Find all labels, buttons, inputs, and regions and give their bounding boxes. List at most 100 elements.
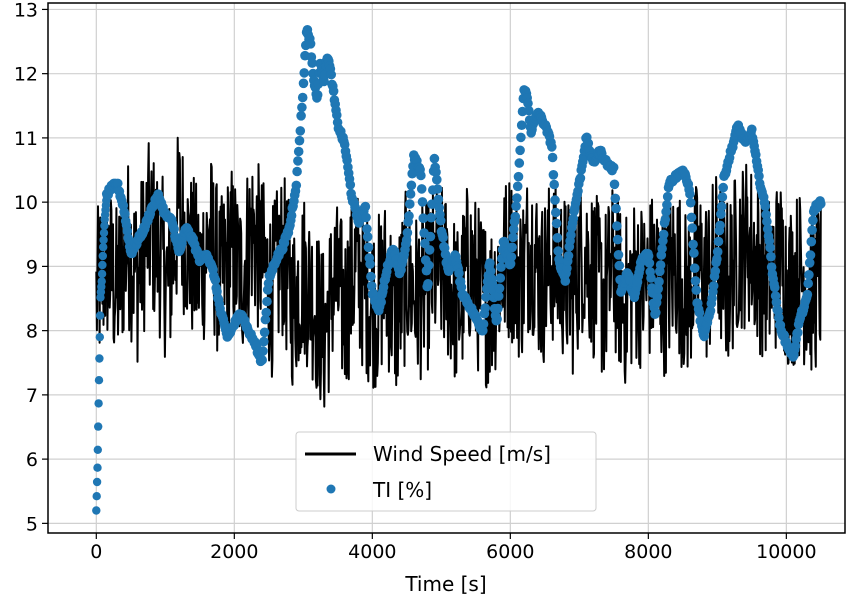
ti-point <box>512 193 522 203</box>
ti-point <box>93 463 102 472</box>
ti-point <box>762 224 773 234</box>
ti-point <box>608 162 619 173</box>
ti-point <box>92 492 101 501</box>
ti-point <box>804 270 814 280</box>
ti-point <box>433 194 444 205</box>
ti-point <box>507 242 517 253</box>
ti-point <box>515 145 525 156</box>
x-tick-label: 0 <box>90 541 102 563</box>
ti-point <box>805 250 816 260</box>
ti-point <box>807 225 817 235</box>
ti-point <box>662 191 673 202</box>
ti-point <box>362 224 372 234</box>
y-tick-label: 7 <box>26 385 38 407</box>
ti-point <box>613 250 624 260</box>
ti-point <box>716 209 726 219</box>
ti-point <box>99 228 109 237</box>
ti-point <box>94 422 103 431</box>
ti-point <box>612 221 622 231</box>
ti-point <box>512 181 523 192</box>
ti-point <box>456 282 467 293</box>
ti-point <box>406 180 417 191</box>
ti-point <box>485 266 496 277</box>
ti-point <box>404 211 414 221</box>
y-tick-label: 12 <box>14 64 38 86</box>
ti-point <box>297 102 307 113</box>
ti-point <box>806 236 817 247</box>
ti-point <box>494 283 505 294</box>
ti-point <box>376 297 387 307</box>
ti-point <box>816 199 826 209</box>
y-tick-label: 11 <box>14 128 38 150</box>
ti-point <box>435 215 446 226</box>
y-tick-label: 8 <box>26 321 38 343</box>
x-axis-label: Time [s] <box>404 572 486 595</box>
ti-point <box>363 242 374 253</box>
y-axis-ticks: 5 6 7 8 9 10 11 12 13 <box>14 0 48 535</box>
ti-point <box>293 146 304 157</box>
ti-point <box>549 179 559 190</box>
ti-point <box>771 297 782 308</box>
ti-point <box>713 236 724 247</box>
ti-point <box>440 249 451 260</box>
ti-point <box>94 399 103 408</box>
ti-point <box>689 248 699 258</box>
ti-point <box>312 90 323 100</box>
ti-point <box>524 105 534 116</box>
ti-point <box>513 171 524 182</box>
ti-point <box>286 210 297 221</box>
ti-point <box>547 152 558 163</box>
ti-point <box>261 307 272 318</box>
ti-point <box>416 184 427 194</box>
legend-box <box>295 431 597 512</box>
ti-point <box>95 354 104 363</box>
ti-point <box>366 281 377 291</box>
legend: Wind Speed [m/s] TI [%] <box>295 431 597 512</box>
ti-point <box>710 266 721 276</box>
ti-point <box>685 197 696 208</box>
ti-point <box>551 218 562 229</box>
ti-point <box>653 284 663 294</box>
ti-point <box>686 212 697 223</box>
ti-point <box>802 289 813 300</box>
plot-area <box>92 25 826 515</box>
x-axis-ticks: 0 2000 4000 6000 8000 10000 <box>90 533 817 563</box>
ti-point <box>294 135 305 146</box>
ti-point <box>716 201 727 212</box>
ti-point <box>662 200 672 210</box>
ti-point <box>93 445 103 454</box>
ti-point <box>493 291 504 301</box>
ti-point <box>808 215 818 226</box>
ti-point <box>257 355 268 365</box>
ti-point <box>611 203 621 214</box>
ti-point <box>657 243 667 254</box>
ti-point <box>523 98 533 109</box>
ti-point <box>803 278 813 289</box>
x-tick-label: 4000 <box>348 541 396 563</box>
ti-point <box>694 307 705 318</box>
ti-point <box>401 235 412 245</box>
ti-point <box>689 263 700 274</box>
ti-point <box>418 213 429 223</box>
ti-point <box>424 245 435 255</box>
x-tick-label: 10000 <box>756 541 816 563</box>
ti-point <box>654 276 664 287</box>
ti-point <box>563 251 574 261</box>
ti-point <box>516 120 527 130</box>
ti-point <box>765 242 775 253</box>
ti-point <box>454 268 464 279</box>
ti-point <box>516 132 526 143</box>
ti-point <box>99 242 108 252</box>
ti-point <box>480 303 491 313</box>
ti-point <box>661 207 671 217</box>
axes-frame <box>47 2 846 534</box>
ti-point <box>326 69 337 80</box>
ti-point <box>793 327 803 338</box>
ti-point <box>690 276 701 286</box>
ti-point <box>774 312 784 323</box>
ti-point <box>366 271 376 282</box>
y-tick-label: 5 <box>26 513 38 535</box>
ti-point <box>169 224 179 234</box>
ti-point <box>407 168 418 179</box>
ti-point <box>360 201 371 212</box>
